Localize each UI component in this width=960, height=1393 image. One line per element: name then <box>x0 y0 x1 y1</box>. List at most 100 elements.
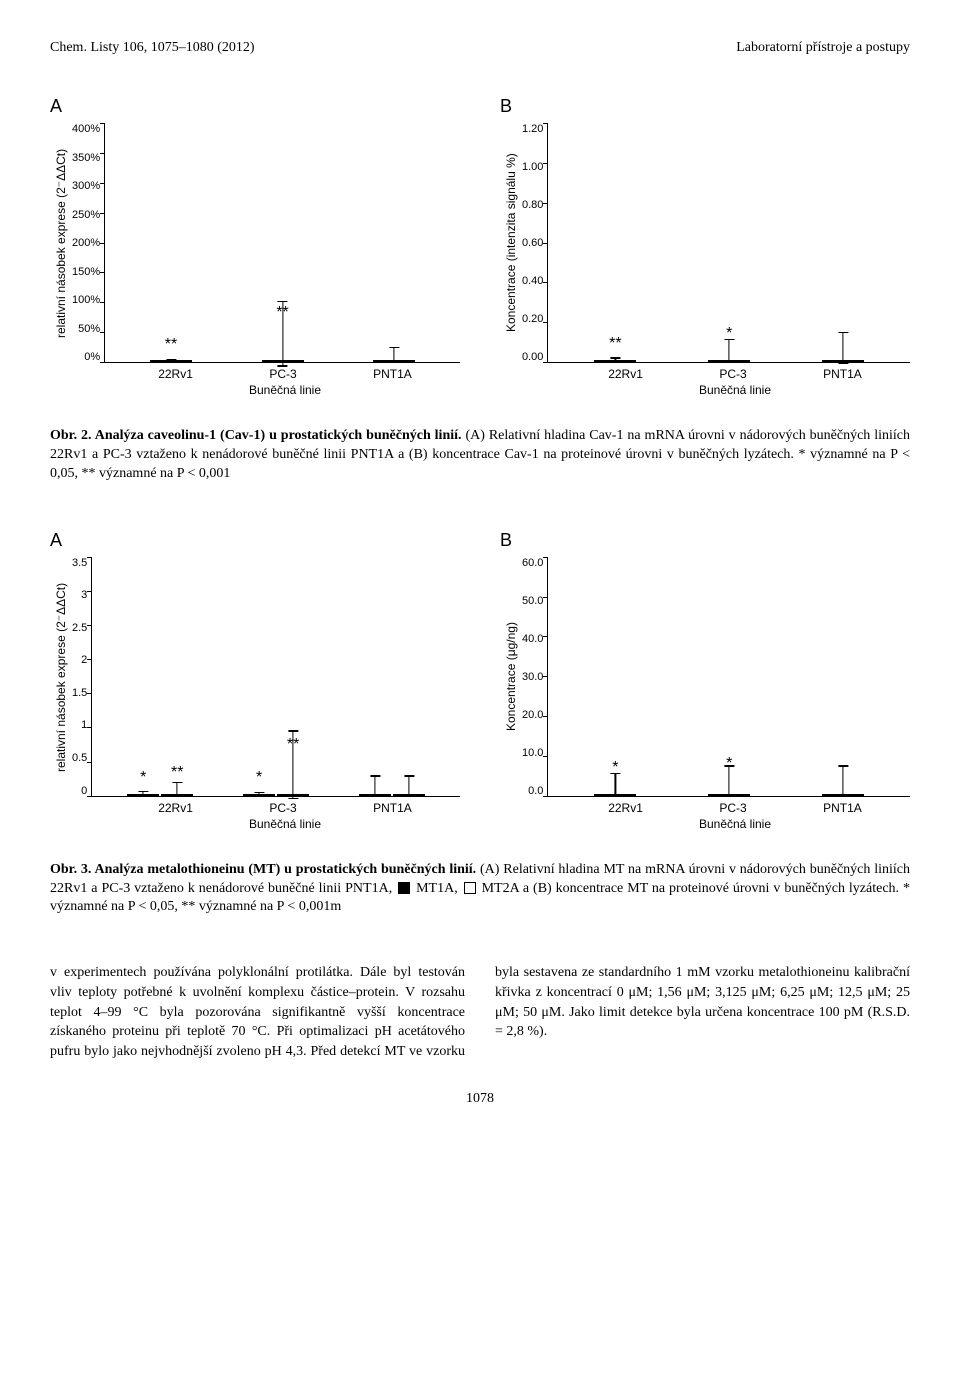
bar: * <box>243 794 275 796</box>
bar <box>373 360 415 362</box>
tick-label: 3 <box>72 589 87 601</box>
tick-label: 50% <box>72 323 100 335</box>
x-tick-label: PC-3 <box>719 801 746 815</box>
bar: * <box>708 360 750 362</box>
figure-2-panel-a: A relativní násobek exprese (2⁻ΔΔCt) 400… <box>50 96 460 397</box>
tick-label: 200% <box>72 237 100 249</box>
x-tick-label: PC-3 <box>719 367 746 381</box>
tick-label: 1.20 <box>522 123 543 135</box>
bar: ** <box>150 360 192 362</box>
x-axis-label: Buněčná linie <box>110 383 460 397</box>
tick-label: 40.0 <box>522 633 543 645</box>
bar <box>822 794 864 796</box>
plot-area: ****** <box>91 557 460 797</box>
x-axis-label: Buněčná linie <box>560 383 910 397</box>
tick-label: 0.60 <box>522 237 543 249</box>
x-tick-label: PNT1A <box>373 367 412 381</box>
bar: * <box>127 794 159 796</box>
header-right: Laboratorní přístroje a postupy <box>736 40 910 56</box>
figure-3: A relativní násobek exprese (2⁻ΔΔCt) 3.5… <box>50 530 910 831</box>
x-tick-label: 22Rv1 <box>608 801 643 815</box>
tick-label: 150% <box>72 266 100 278</box>
caption-text: MT1A, <box>412 881 462 896</box>
page-number: 1078 <box>50 1091 910 1107</box>
panel-label: A <box>50 96 460 117</box>
bar: ** <box>262 360 304 362</box>
tick-label: 300% <box>72 180 100 192</box>
tick-label: 1.5 <box>72 687 87 699</box>
caption-bold: Obr. 2. Analýza caveolinu-1 (Cav-1) u pr… <box>50 428 462 443</box>
bar <box>359 794 391 796</box>
figure-2-panel-b: B Koncentrace (intenzita signálu %) 1.20… <box>500 96 910 397</box>
x-ticks: 22Rv1 PC-3 PNT1A <box>560 797 910 815</box>
tick-label: 250% <box>72 209 100 221</box>
bar: ** <box>161 794 193 796</box>
tick-label: 10.0 <box>522 747 543 759</box>
plot-area: ** <box>547 557 910 797</box>
significance-marker: * <box>612 759 618 777</box>
tick-label: 30.0 <box>522 671 543 683</box>
x-tick-label: PNT1A <box>823 367 862 381</box>
tick-label: 0.0 <box>522 785 543 797</box>
panel-label: B <box>500 96 910 117</box>
x-ticks: 22Rv1PC-3PNT1A <box>560 363 910 381</box>
chart-fig3b: Koncentrace (μg/ng) 60.0 50.0 40.0 30.0 20.0… <box>500 557 910 797</box>
figure-3-panel-b: B Koncentrace (μg/ng) 60.0 50.0 40.0 30.0 20… <box>500 530 910 831</box>
tick-label: 50.0 <box>522 595 543 607</box>
x-tick-label: 22Rv1 <box>158 367 193 381</box>
tick-label: 0.80 <box>522 199 543 211</box>
y-axis-label: relativní násobek exprese (2⁻ΔΔCt) <box>50 123 72 363</box>
legend-square-mt2a <box>464 882 476 894</box>
chart-fig3a: relativní násobek exprese (2⁻ΔΔCt) 3.5 3 2… <box>50 557 460 797</box>
page-header: Chem. Listy 106, 1075–1080 (2012) Labora… <box>50 40 910 56</box>
significance-marker: ** <box>609 335 621 353</box>
tick-label: 3.5 <box>72 557 87 569</box>
significance-marker: * <box>726 325 732 343</box>
tick-label: 100% <box>72 294 100 306</box>
bar <box>393 794 425 796</box>
x-tick-label: PNT1A <box>373 801 412 815</box>
tick-label: 0% <box>72 351 100 363</box>
figure-2-caption: Obr. 2. Analýza caveolinu-1 (Cav-1) u pr… <box>50 427 910 484</box>
tick-label: 0.40 <box>522 275 543 287</box>
bar: ** <box>594 360 636 362</box>
tick-label: 350% <box>72 152 100 164</box>
bar: * <box>594 794 636 796</box>
bar: ** <box>277 794 309 796</box>
x-axis-label: Buněčná linie <box>110 817 460 831</box>
tick-label: 2 <box>72 654 87 666</box>
tick-label: 60.0 <box>522 557 543 569</box>
significance-marker: * <box>256 769 262 787</box>
significance-marker: * <box>140 769 146 787</box>
significance-marker: ** <box>171 764 183 782</box>
x-tick-label: 22Rv1 <box>158 801 193 815</box>
chart-fig2a: relativní násobek exprese (2⁻ΔΔCt) 400% 3… <box>50 123 460 363</box>
tick-label: 400% <box>72 123 100 135</box>
header-left: Chem. Listy 106, 1075–1080 (2012) <box>50 40 255 56</box>
legend-square-mt1a <box>398 882 410 894</box>
y-axis-label: Koncentrace (intenzita signálu %) <box>500 123 522 363</box>
panel-label: A <box>50 530 460 551</box>
bar <box>822 360 864 362</box>
chart-fig2b: Koncentrace (intenzita signálu %) 1.20 1.… <box>500 123 910 363</box>
tick-label: 0 <box>72 785 87 797</box>
significance-marker: ** <box>287 736 299 754</box>
caption-bold: Obr. 3. Analýza metalothioneinu (MT) u p… <box>50 862 476 877</box>
tick-label: 1.00 <box>522 161 543 173</box>
x-tick-label: PNT1A <box>823 801 862 815</box>
tick-label: 0.5 <box>72 752 87 764</box>
significance-marker: * <box>726 755 732 773</box>
figure-3-caption: Obr. 3. Analýza metalothioneinu (MT) u p… <box>50 861 910 918</box>
x-tick-label: PC-3 <box>269 367 296 381</box>
tick-label: 2.5 <box>72 622 87 634</box>
x-axis-label: Buněčná linie <box>560 817 910 831</box>
panel-label: B <box>500 530 910 551</box>
x-tick-label: PC-3 <box>269 801 296 815</box>
y-axis-label: Koncentrace (μg/ng) <box>500 557 522 797</box>
tick-label: 1 <box>72 719 87 731</box>
tick-label: 0.00 <box>522 351 543 363</box>
y-axis-label: relativní násobek exprese (2⁻ΔΔCt) <box>50 557 72 797</box>
figure-2: A relativní násobek exprese (2⁻ΔΔCt) 400… <box>50 96 910 397</box>
tick-label: 20.0 <box>522 709 543 721</box>
bar: * <box>708 794 750 796</box>
